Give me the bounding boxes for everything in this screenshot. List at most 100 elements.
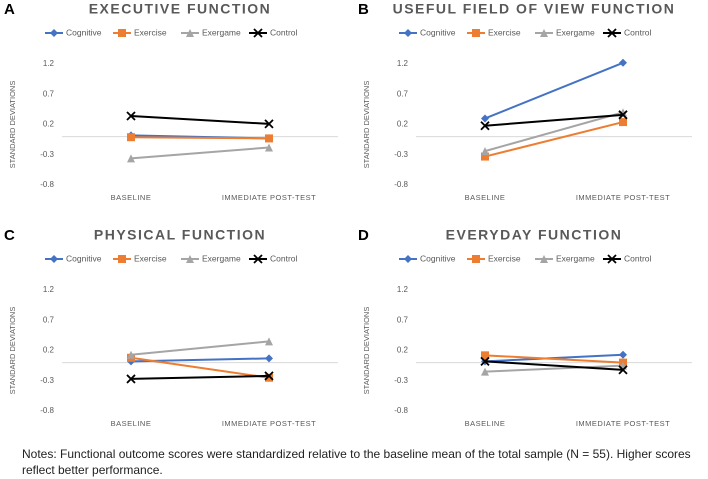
marker	[186, 29, 194, 37]
panel-letter: B	[358, 1, 369, 18]
y-axis-label: STANDARD DEVIATIONS	[8, 307, 17, 395]
marker	[253, 254, 263, 264]
marker	[127, 154, 135, 163]
x-tick-label: BASELINE	[111, 419, 152, 428]
marker	[264, 119, 274, 129]
marker	[265, 337, 273, 346]
marker	[265, 373, 273, 382]
marker	[607, 28, 617, 38]
chart-title: EXECUTIVE FUNCTION	[89, 1, 272, 17]
series-line	[130, 374, 270, 380]
y-axis-label: STANDARD DEVIATIONS	[362, 307, 371, 395]
marker	[480, 356, 490, 367]
legend-label: Cognitive	[420, 27, 456, 37]
legend-label: Cognitive	[66, 27, 102, 37]
y-tick-label: -0.8	[394, 406, 408, 415]
series-line	[484, 121, 624, 158]
y-tick-label: -0.8	[394, 180, 408, 189]
legend-label: Control	[624, 253, 652, 263]
y-tick-label: 0.7	[43, 315, 55, 324]
y-axis-label: STANDARD DEVIATIONS	[362, 81, 371, 169]
marker	[127, 133, 135, 142]
legend-label: Exergame	[202, 253, 241, 263]
marker	[481, 351, 489, 360]
legend-label: Control	[624, 27, 652, 37]
y-tick-label: -0.8	[40, 180, 54, 189]
marker	[50, 29, 58, 37]
panel-letter: C	[4, 227, 15, 244]
chart-title: EVERYDAY FUNCTION	[446, 227, 623, 243]
y-tick-label: 0.2	[397, 346, 409, 355]
marker	[481, 147, 489, 156]
series-line	[130, 136, 270, 140]
legend-label: Exercise	[134, 253, 167, 263]
marker	[540, 29, 548, 37]
x-tick-label: BASELINE	[465, 193, 506, 202]
x-tick-label: BASELINE	[465, 419, 506, 428]
y-tick-label: -0.3	[394, 376, 408, 385]
y-tick-label: 0.2	[43, 346, 55, 355]
marker	[480, 121, 490, 131]
y-tick-label: 1.2	[397, 285, 409, 294]
legend-label: Control	[270, 27, 298, 37]
legend-label: Control	[270, 253, 298, 263]
y-tick-label: 0.7	[397, 315, 409, 324]
chart-title: PHYSICAL FUNCTION	[94, 227, 266, 243]
series-line	[484, 354, 624, 364]
marker	[481, 114, 489, 123]
chart-grid: A EXECUTIVE FUNCTION Cognitive Exercise Exer…	[4, 1, 692, 428]
series-line	[484, 61, 624, 120]
marker	[265, 143, 273, 152]
panel-letter: A	[4, 1, 15, 18]
marker	[481, 367, 489, 376]
series-line	[484, 364, 624, 373]
notes: Notes: Functional outcome scores were st…	[22, 447, 691, 477]
y-tick-label: -0.3	[40, 150, 54, 159]
series-line	[130, 356, 270, 379]
legend-label: Exergame	[556, 27, 595, 37]
marker	[186, 255, 194, 263]
y-tick-label: -0.3	[40, 376, 54, 385]
marker	[264, 371, 274, 381]
marker	[126, 111, 136, 121]
series-line	[484, 113, 624, 127]
marker	[253, 28, 263, 38]
series-line	[484, 360, 624, 371]
marker	[607, 254, 617, 264]
marker	[265, 134, 273, 143]
marker	[118, 255, 126, 263]
legend-label: Cognitive	[66, 253, 102, 263]
marker	[404, 29, 412, 37]
marker	[118, 29, 126, 37]
y-tick-label: 1.2	[397, 59, 409, 68]
series-line	[130, 146, 270, 160]
x-tick-label: IMMEDIATE POST-TEST	[576, 193, 670, 202]
y-tick-label: -0.8	[40, 406, 54, 415]
series-line	[484, 111, 624, 153]
marker	[265, 354, 273, 363]
y-axis-label: STANDARD DEVIATIONS	[8, 81, 17, 169]
marker	[618, 365, 628, 375]
y-tick-label: 1.2	[43, 59, 55, 68]
marker	[50, 255, 58, 263]
series-line	[130, 340, 270, 356]
y-tick-label: -0.3	[394, 150, 408, 159]
marker	[540, 255, 548, 263]
legend-label: Exercise	[134, 27, 167, 37]
legend-label: Exercise	[488, 253, 521, 263]
panel-letter: D	[358, 227, 369, 244]
marker	[619, 350, 627, 359]
y-tick-label: 0.2	[43, 120, 55, 129]
x-tick-label: BASELINE	[111, 193, 152, 202]
y-tick-label: 0.7	[397, 89, 409, 98]
legend-label: Exergame	[202, 27, 241, 37]
marker	[127, 350, 135, 359]
y-tick-label: 1.2	[43, 285, 55, 294]
legend-label: Cognitive	[420, 253, 456, 263]
x-tick-label: IMMEDIATE POST-TEST	[222, 419, 316, 428]
marker	[619, 118, 627, 127]
marker	[618, 110, 628, 120]
legend-label: Exergame	[556, 253, 595, 263]
chart-title: USEFUL FIELD OF VIEW FUNCTION	[393, 1, 676, 17]
